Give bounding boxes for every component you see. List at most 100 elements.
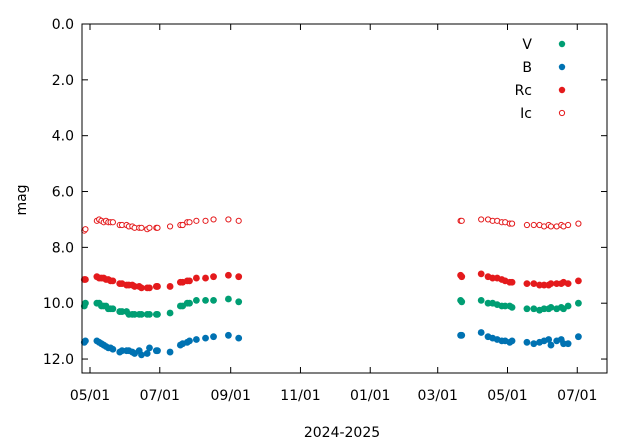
point-rc (166, 283, 174, 290)
point-b (146, 344, 153, 352)
point-b (547, 341, 555, 349)
y-tick-label: 4.0 (52, 129, 74, 145)
point-rc (82, 276, 89, 283)
point-v (523, 305, 531, 313)
point-b (210, 333, 217, 341)
x-tick-label: 01/01 (350, 388, 390, 404)
point-b (154, 347, 161, 355)
point-v (458, 298, 466, 306)
x-axis-title: 2024-2025 (304, 425, 380, 441)
x-axis: 05/01 07/01 09/01 11/01 01/01 03/01 05/01 07/01 (70, 24, 597, 404)
point-b (545, 336, 553, 343)
point-v (235, 298, 243, 306)
plot-frame (81, 23, 608, 374)
point-ic (523, 221, 531, 229)
point-v (210, 297, 217, 304)
point-rc (186, 277, 193, 285)
point-rc (530, 280, 538, 288)
legend-marker-ic (558, 109, 566, 117)
point-rc (523, 280, 531, 288)
point-v (202, 297, 209, 304)
point-v (82, 299, 89, 307)
y-tick-label: 0.0 (52, 17, 74, 33)
point-ic (235, 217, 242, 224)
point-ic (530, 221, 537, 229)
point-v (154, 310, 161, 318)
y-tick-label: 8.0 (52, 240, 74, 256)
y-tick-label: 12.0 (43, 352, 74, 368)
point-ic (179, 221, 186, 229)
point-ic (478, 216, 485, 223)
legend-label-ic: Ic (520, 106, 532, 122)
x-tick-label: 03/01 (418, 388, 458, 404)
point-rc (210, 273, 217, 281)
point-ic (225, 216, 232, 223)
data-points (80, 216, 582, 359)
point-rc (564, 280, 572, 288)
point-ic (210, 216, 217, 223)
point-ic (166, 223, 174, 230)
point-v (508, 303, 516, 311)
point-b (192, 336, 200, 343)
point-rc (138, 284, 145, 292)
point-b (235, 334, 243, 342)
point-ic (82, 226, 89, 233)
legend-label-v: V (522, 37, 532, 53)
y-axis: 0.0 2.0 4.0 6.0 8.0 10.0 12.0 (43, 17, 607, 368)
point-v (109, 305, 117, 313)
point-rc (508, 278, 516, 286)
point-rc (547, 280, 555, 288)
point-v (166, 309, 174, 317)
legend-label-rc: Rc (515, 83, 532, 99)
point-ic (508, 220, 516, 227)
point-rc (458, 273, 466, 281)
point-v (477, 297, 485, 304)
y-axis-title: mag (14, 184, 30, 215)
legend: VB Rc Ic (515, 37, 566, 122)
point-b (166, 348, 174, 356)
point-v (530, 305, 538, 313)
legend-marker-rc (558, 86, 566, 94)
point-v (225, 295, 232, 303)
point-ic (202, 217, 209, 224)
x-tick-label: 09/01 (211, 388, 251, 404)
point-v (564, 302, 572, 310)
point-b (530, 340, 538, 348)
point-rc (202, 274, 209, 282)
point-b (523, 338, 531, 346)
point-b (109, 345, 117, 353)
point-rc (192, 274, 200, 282)
point-b (82, 337, 89, 345)
y-tick-label: 10.0 (43, 296, 74, 312)
y-tick-label: 2.0 (52, 73, 74, 89)
point-v (547, 303, 555, 311)
point-b (508, 337, 516, 345)
x-tick-label: 05/01 (487, 388, 527, 404)
point-ic (109, 219, 116, 226)
point-ic (186, 219, 193, 226)
point-b (564, 340, 572, 348)
point-ic (154, 224, 161, 231)
x-tick-label: 07/01 (557, 388, 597, 404)
point-rc (575, 277, 582, 285)
point-rc (477, 270, 485, 278)
y-tick-label: 6.0 (52, 185, 74, 201)
x-tick-label: 11/01 (280, 388, 320, 404)
point-b (143, 350, 151, 357)
point-v (138, 310, 145, 318)
point-b (225, 331, 232, 339)
point-ic (547, 223, 555, 230)
point-b (477, 329, 485, 336)
legend-marker-v (558, 40, 566, 48)
point-v (186, 299, 193, 307)
point-rc (109, 277, 117, 285)
point-b (202, 334, 209, 342)
point-rc (225, 271, 232, 279)
point-ic (138, 224, 145, 231)
x-tick-label: 07/01 (140, 388, 180, 404)
point-b (138, 351, 145, 359)
point-ic (565, 221, 572, 229)
point-ic (193, 217, 200, 224)
point-b (186, 337, 193, 345)
